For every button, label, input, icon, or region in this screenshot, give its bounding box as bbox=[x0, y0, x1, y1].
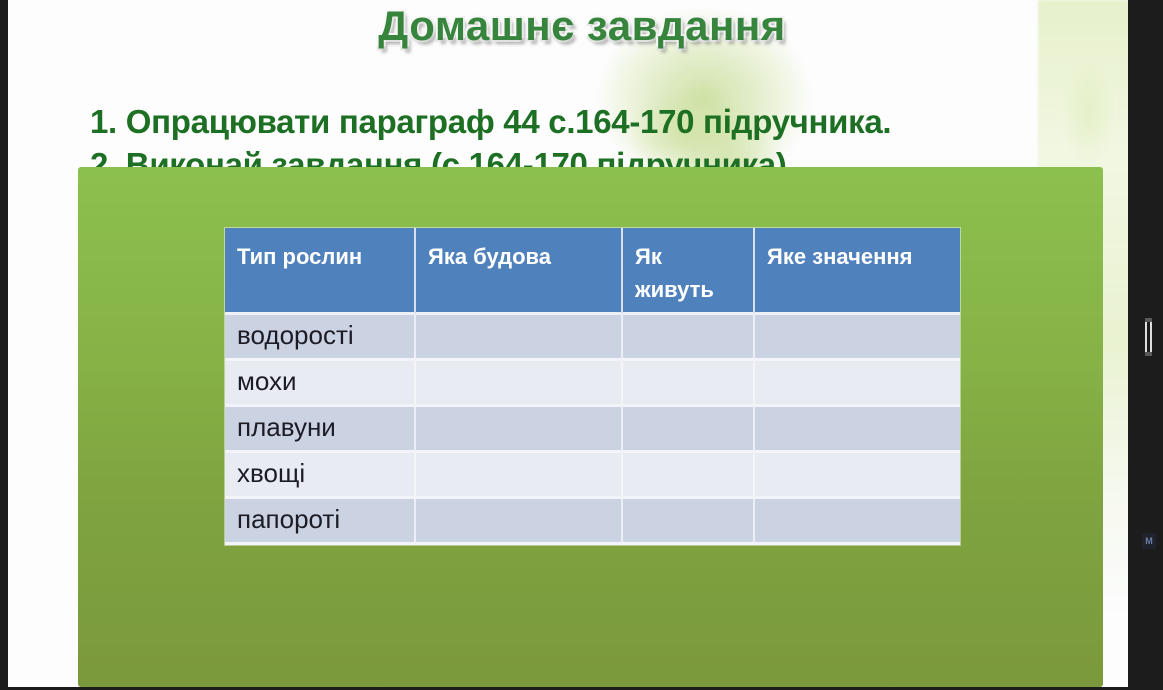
empty-cell bbox=[416, 407, 623, 453]
green-content-panel: Тип рослин Яка будова Як живуть Яке знач… bbox=[78, 167, 1103, 687]
empty-cell bbox=[416, 315, 623, 361]
page-title: Домашнє завдання bbox=[378, 2, 786, 49]
col-header-how-they-live: Як живуть bbox=[623, 228, 755, 315]
empty-cell bbox=[623, 315, 755, 361]
scrollbar-line-icon bbox=[1150, 322, 1152, 352]
row-label-horsetails: хвощі bbox=[225, 453, 416, 499]
task-item-2-clipped: 2. Виконай завдання (с.164-170 підручник… bbox=[90, 146, 787, 167]
presentation-slide: Домашнє завдання 1. Опрацювати параграф … bbox=[8, 0, 1128, 687]
empty-cell bbox=[755, 361, 960, 407]
empty-cell bbox=[755, 407, 960, 453]
empty-cell bbox=[416, 499, 623, 545]
empty-cell bbox=[416, 361, 623, 407]
col-header-significance: Яке значення bbox=[755, 228, 960, 315]
row-label-clubmosses: плавуни bbox=[225, 407, 416, 453]
scrollbar-line-icon bbox=[1145, 322, 1147, 352]
empty-cell bbox=[416, 453, 623, 499]
table-row: папороті bbox=[225, 499, 960, 545]
header-row: Тип рослин Яка будова Як живуть Яке знач… bbox=[225, 228, 960, 315]
col-header-structure: Яка будова bbox=[416, 228, 623, 315]
empty-cell bbox=[755, 315, 960, 361]
row-label-mosses: мохи bbox=[225, 361, 416, 407]
empty-cell bbox=[755, 453, 960, 499]
col-header-plant-type: Тип рослин bbox=[225, 228, 416, 315]
table-row: водорості bbox=[225, 315, 960, 361]
plants-table: Тип рослин Яка будова Як живуть Яке знач… bbox=[225, 228, 960, 545]
plants-table-body: водорості мохи плавуни bbox=[225, 315, 960, 545]
letterbox-left-bar bbox=[0, 0, 8, 690]
scrollbar-thumb[interactable] bbox=[1145, 318, 1154, 356]
table-row: плавуни bbox=[225, 407, 960, 453]
row-label-algae: водорості bbox=[225, 315, 416, 361]
empty-cell bbox=[623, 407, 755, 453]
empty-cell bbox=[755, 499, 960, 545]
table-row: мохи bbox=[225, 361, 960, 407]
right-bar-marker: M bbox=[1142, 533, 1156, 549]
empty-cell bbox=[623, 453, 755, 499]
task-item-1: 1. Опрацювати параграф 44 с.164-170 підр… bbox=[90, 103, 892, 140]
plants-table-header: Тип рослин Яка будова Як живуть Яке знач… bbox=[225, 228, 960, 315]
empty-cell bbox=[623, 361, 755, 407]
empty-cell bbox=[623, 499, 755, 545]
row-label-ferns: папороті bbox=[225, 499, 416, 545]
table-row: хвощі bbox=[225, 453, 960, 499]
